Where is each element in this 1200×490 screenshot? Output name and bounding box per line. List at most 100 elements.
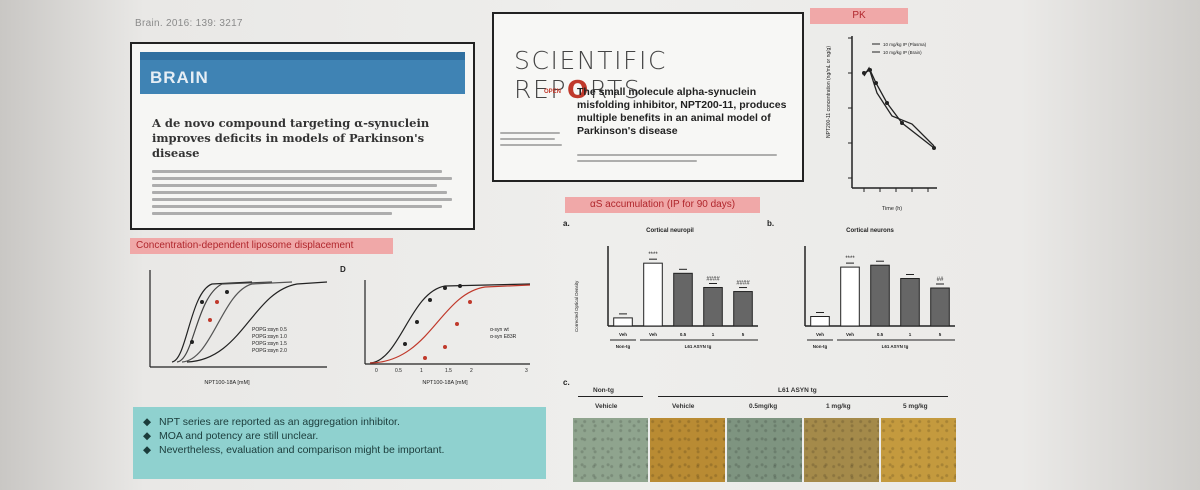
group-tick-label: 0.5 [680, 332, 687, 337]
micro-head-tg: L61 ASYN tg [778, 387, 817, 394]
chart-a-title: Cortical neuropil [646, 228, 694, 234]
bar [613, 317, 633, 327]
significance-label: #### [706, 276, 720, 282]
liposome-chart-right: α-syn wt α-syn E83R 0 0.5 1 1.5 2 3 NPT1… [364, 280, 531, 386]
micrograph-image [573, 418, 648, 482]
chart-a-ylabel: Corrected Optical Density [574, 280, 579, 332]
micrograph-column-label: Vehicle [672, 403, 695, 410]
brain-journal-name: BRAIN [150, 68, 209, 87]
group-label: L61 ASYN tg [882, 344, 909, 349]
liposome-tag: Concentration-dependent liposome displac… [130, 238, 393, 254]
brain-paper-card: BRAIN A de novo compound targeting α-syn… [130, 42, 475, 230]
bar [840, 266, 860, 327]
sr-paper-title: The small molecule alpha-synuclein misfo… [577, 86, 787, 137]
group-tick-label: Veh [619, 332, 627, 337]
tick-label: 2 [470, 368, 473, 374]
significance-label: **** [648, 252, 658, 258]
brain-header-bar: BRAIN [140, 52, 465, 94]
group-tick-label: 5 [939, 332, 942, 337]
group-label: Non-tg [813, 344, 828, 349]
author-line [152, 184, 437, 187]
tick-label: 1.5 [445, 368, 452, 374]
diamond-icon: ◆ [143, 444, 152, 456]
diamond-icon: ◆ [143, 416, 152, 428]
pk-legend-item: 10 mg/kg IP (Plasma) [883, 42, 927, 47]
bar [900, 278, 920, 327]
micrograph-column-label: 0.5mg/kg [749, 403, 778, 410]
micrograph-column-label: 1 mg/kg [826, 403, 851, 410]
group-tick-label: Veh [649, 332, 657, 337]
liposome-right-legend-item: α-syn wt [490, 327, 509, 333]
group-tick-label: Veh [846, 332, 854, 337]
scientific-reports-card: SCIENTIFIC REPORTS OPEN The small molecu… [492, 12, 804, 182]
panel-letter-a: a. [563, 219, 570, 228]
author-line [577, 160, 697, 162]
panel-letter-d: D [340, 265, 346, 274]
liposome-legend-item: POPG:αsyn 0.5 [252, 327, 287, 333]
citation: Brain. 2016: 139: 3217 [135, 18, 243, 29]
micro-head-nontg: Non-tg [593, 387, 614, 394]
pk-chart: NPT200-11 concentration (ng/mL or ng/g) … [826, 36, 937, 212]
micrograph-image [727, 418, 802, 482]
meta-line [500, 138, 555, 140]
tick-label: 0 [375, 368, 378, 374]
group-tick-label: 0.5 [877, 332, 884, 337]
bar [673, 272, 693, 327]
group-tick-label: Veh [816, 332, 824, 337]
panel-letter-c: c. [563, 378, 570, 387]
group-tick-label: 1 [712, 332, 715, 337]
brain-header-strip [140, 52, 465, 60]
alpha-syn-tag: αS accumulation (IP for 90 days) [565, 197, 760, 213]
group-tick-label: 1 [909, 332, 912, 337]
author-line [152, 198, 452, 201]
open-access-label: OPEN [544, 89, 562, 95]
pk-tag: PK [810, 8, 908, 24]
bar [810, 316, 830, 327]
author-line [152, 212, 392, 215]
liposome-left-xlabel: NPT100-18A [mM] [204, 380, 250, 386]
group-label: L61 ASYN tg [685, 344, 712, 349]
summary-box: ◆ NPT series are reported as an aggregati… [133, 407, 546, 479]
summary-bullet: ◆ NPT series are reported as an aggregati… [143, 416, 400, 428]
significance-label: #### [736, 281, 750, 287]
liposome-legend-item: POPG:αsyn 1.0 [252, 334, 287, 340]
liposome-legend-item: POPG:αsyn 1.5 [252, 341, 287, 347]
micrograph-image [804, 418, 879, 482]
sr-logo: SCIENTIFIC REPORTS [514, 46, 668, 104]
micrograph-column-label: 5 mg/kg [903, 403, 928, 410]
micrograph-image [650, 418, 725, 482]
liposome-right-xlabel: NPT100-18A [mM] [422, 380, 468, 386]
author-line [577, 154, 777, 156]
author-line [152, 191, 447, 194]
bar [703, 286, 723, 327]
tick-label: 0.5 [395, 368, 402, 374]
panel-letter-b: b. [767, 219, 775, 228]
bar-chart-neurons: Cortical neurons Veh **** Veh 0.5 1 ## 5 Non-tg… [804, 228, 955, 349]
tick-label: 1 [420, 368, 423, 374]
liposome-right-legend-item: α-syn E83R [490, 334, 517, 340]
group-label: Non-tg [616, 344, 631, 349]
author-line [152, 177, 452, 180]
pk-xlabel: Time (h) [882, 206, 902, 212]
author-line [152, 170, 442, 173]
bar [870, 264, 890, 327]
brain-paper-title: A de novo compound targeting α-synuclein… [152, 116, 430, 160]
chart-b-title: Cortical neurons [846, 228, 894, 234]
summary-bullet: ◆ MOA and potency are still unclear. [143, 430, 319, 442]
micrograph-column-label: Vehicle [595, 403, 618, 410]
summary-bullet: ◆ Nevertheless, evaluation and comparison… [143, 444, 445, 456]
meta-line [500, 132, 560, 134]
liposome-legend-item: POPG:αsyn 2.0 [252, 348, 287, 354]
bar-chart-neuropil: Cortical neuropil Corrected Optical Dens… [574, 228, 758, 349]
bar [930, 287, 950, 327]
liposome-chart-left: POPG:αsyn 0.5 POPG:αsyn 1.0 POPG:αsyn 1.… [149, 270, 328, 386]
micrograph-image [881, 418, 956, 482]
diamond-icon: ◆ [143, 430, 152, 442]
bar [643, 262, 663, 327]
group-tick-label: 5 [742, 332, 745, 337]
significance-label: **** [845, 256, 855, 262]
micrograph-header: Non-tg L61 ASYN tg [573, 383, 953, 413]
significance-label: ## [937, 277, 944, 283]
pk-legend-item: 10 mg/kg IP (Brain) [883, 50, 922, 55]
